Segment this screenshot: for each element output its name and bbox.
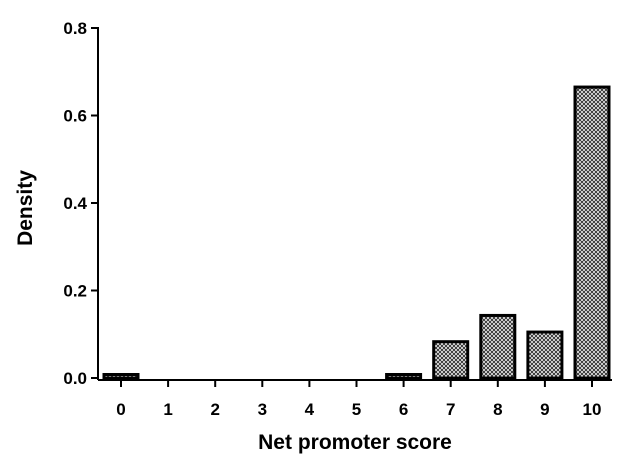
y-ticks-group: 0.0 0.2 0.4 0.6 0.8	[63, 19, 98, 388]
y-tick-label: 0.2	[63, 282, 87, 301]
bar-0	[102, 373, 140, 380]
bar-9	[526, 330, 564, 380]
x-tick-label: 7	[446, 400, 455, 419]
bar-8	[479, 313, 517, 380]
bar-7	[432, 340, 470, 380]
x-tick-label: 0	[116, 400, 125, 419]
x-tick-label: 3	[258, 400, 267, 419]
bar-6	[385, 373, 423, 380]
x-tick-label: 6	[399, 400, 408, 419]
x-tick-label: 1	[163, 400, 172, 419]
x-tick-label: 2	[210, 400, 219, 419]
y-tick-label: 0.0	[63, 369, 87, 388]
x-ticks-group: 0 1 2 3 4 5 6 7 8 9 10	[116, 380, 601, 419]
x-tick-label: 9	[540, 400, 549, 419]
y-tick-label: 0.6	[63, 107, 87, 126]
x-tick-label: 5	[352, 400, 361, 419]
y-tick-label: 0.4	[63, 194, 87, 213]
x-axis-title: Net promoter score	[258, 431, 452, 454]
bar-10	[573, 85, 611, 380]
x-tick-label: 10	[583, 400, 602, 419]
x-tick-label: 8	[493, 400, 502, 419]
bars-group	[102, 85, 611, 380]
x-tick-label: 4	[305, 400, 315, 419]
y-axis-title: Density	[14, 170, 37, 246]
y-tick-label: 0.8	[63, 19, 87, 38]
